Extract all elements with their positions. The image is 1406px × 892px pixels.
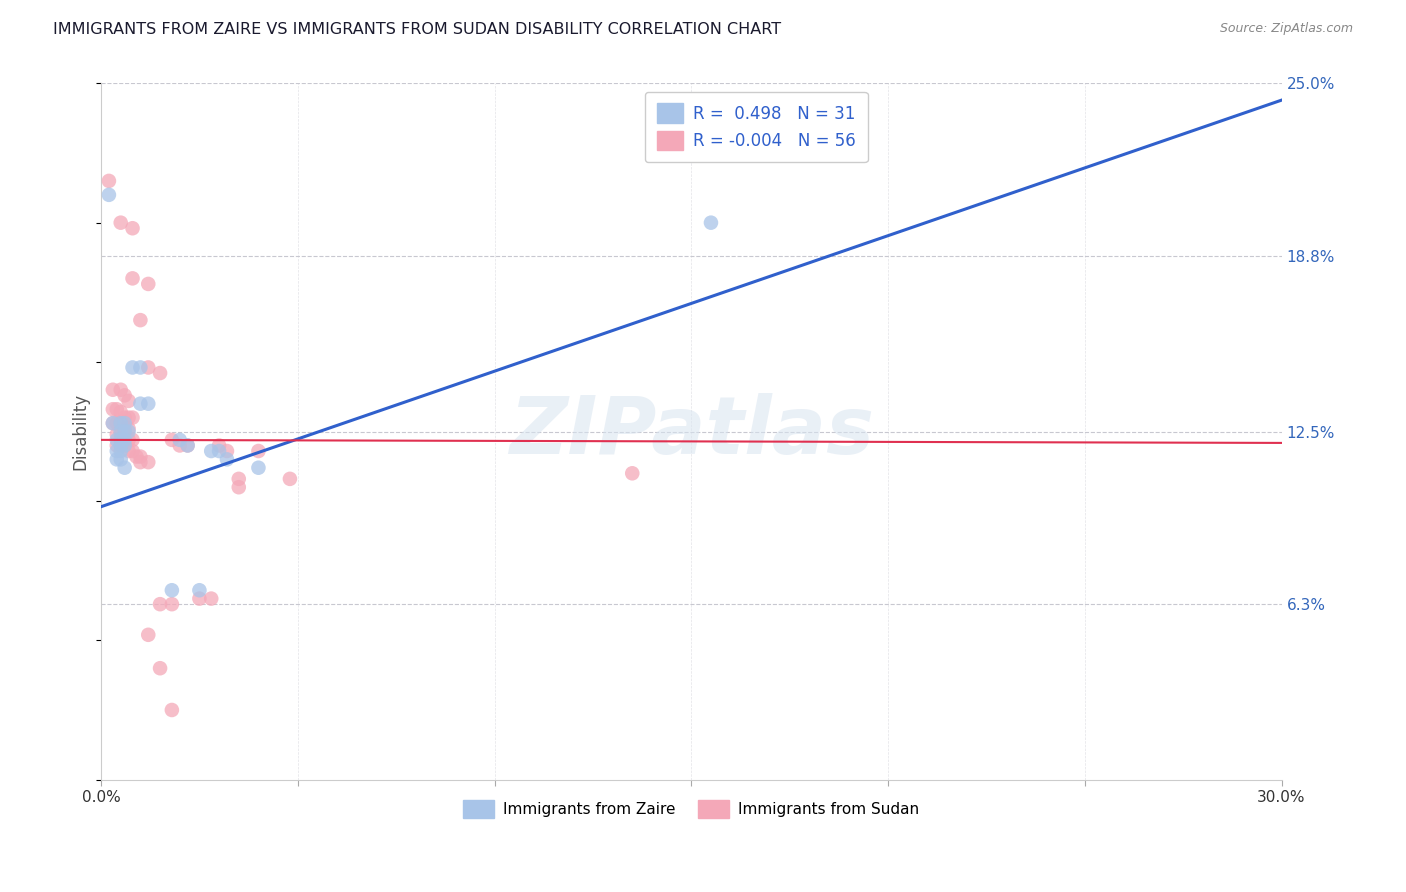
Point: [114, 410, 136, 425]
Point: [129, 313, 152, 327]
Point: [149, 366, 172, 380]
Point: [121, 221, 143, 235]
Point: [97, 174, 120, 188]
Point: [101, 383, 124, 397]
Point: [129, 455, 152, 469]
Point: [121, 360, 143, 375]
Point: [160, 597, 183, 611]
Point: [215, 444, 238, 458]
Point: [110, 416, 132, 430]
Point: [114, 388, 136, 402]
Point: [160, 703, 183, 717]
Text: Source: ZipAtlas.com: Source: ZipAtlas.com: [1219, 22, 1353, 36]
Point: [160, 433, 183, 447]
Point: [129, 360, 152, 375]
Point: [621, 467, 644, 481]
Point: [105, 433, 128, 447]
Point: [169, 438, 191, 452]
Point: [114, 416, 136, 430]
Point: [136, 360, 159, 375]
Point: [121, 444, 143, 458]
Point: [121, 433, 143, 447]
Text: IMMIGRANTS FROM ZAIRE VS IMMIGRANTS FROM SUDAN DISABILITY CORRELATION CHART: IMMIGRANTS FROM ZAIRE VS IMMIGRANTS FROM…: [53, 22, 782, 37]
Point: [228, 472, 250, 486]
Point: [176, 438, 198, 452]
Point: [136, 277, 159, 291]
Point: [117, 444, 139, 458]
Point: [117, 393, 139, 408]
Y-axis label: Disability: Disability: [72, 393, 89, 470]
Point: [101, 416, 124, 430]
Point: [114, 433, 136, 447]
Point: [110, 216, 132, 230]
Point: [188, 591, 211, 606]
Point: [101, 402, 124, 417]
Point: [136, 455, 159, 469]
Point: [247, 460, 270, 475]
Point: [176, 438, 198, 452]
Point: [121, 271, 143, 285]
Point: [149, 597, 172, 611]
Point: [97, 187, 120, 202]
Point: [200, 444, 222, 458]
Point: [105, 427, 128, 442]
Point: [101, 416, 124, 430]
Point: [700, 216, 723, 230]
Point: [110, 405, 132, 419]
Point: [129, 450, 152, 464]
Text: ZIPatlas: ZIPatlas: [509, 392, 873, 470]
Point: [114, 438, 136, 452]
Point: [114, 427, 136, 442]
Point: [114, 425, 136, 439]
Point: [129, 397, 152, 411]
Point: [114, 438, 136, 452]
Point: [105, 402, 128, 417]
Point: [200, 591, 222, 606]
Point: [228, 480, 250, 494]
Point: [114, 422, 136, 436]
Point: [125, 450, 148, 464]
Point: [136, 397, 159, 411]
Point: [117, 433, 139, 447]
Point: [110, 427, 132, 442]
Point: [110, 452, 132, 467]
Legend: Immigrants from Zaire, Immigrants from Sudan: Immigrants from Zaire, Immigrants from S…: [457, 794, 925, 824]
Point: [105, 452, 128, 467]
Point: [110, 383, 132, 397]
Point: [117, 422, 139, 436]
Point: [136, 628, 159, 642]
Point: [278, 472, 301, 486]
Point: [149, 661, 172, 675]
Point: [188, 583, 211, 598]
Point: [117, 425, 139, 439]
Point: [110, 433, 132, 447]
Point: [110, 416, 132, 430]
Point: [247, 444, 270, 458]
Point: [114, 460, 136, 475]
Point: [110, 425, 132, 439]
Point: [105, 444, 128, 458]
Point: [105, 438, 128, 452]
Point: [117, 410, 139, 425]
Point: [160, 583, 183, 598]
Point: [208, 438, 231, 452]
Point: [121, 410, 143, 425]
Point: [105, 416, 128, 430]
Point: [215, 452, 238, 467]
Point: [208, 444, 231, 458]
Point: [110, 438, 132, 452]
Point: [110, 438, 132, 452]
Point: [110, 444, 132, 458]
Point: [169, 433, 191, 447]
